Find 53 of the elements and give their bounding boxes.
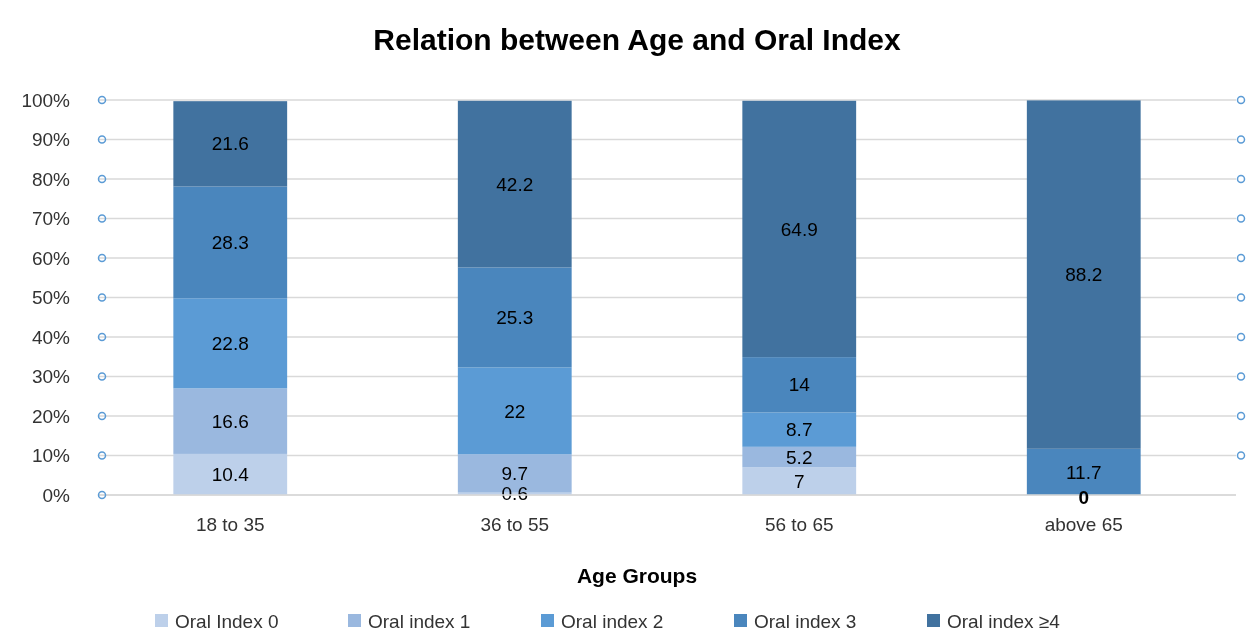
x-axis-title: Age Groups	[576, 564, 698, 587]
y-tick-label: 30%	[31, 366, 71, 388]
data-label: 42.2	[496, 173, 534, 195]
legend-label: Oral index 1	[368, 610, 471, 632]
data-label: 7	[793, 470, 805, 492]
legend-label: Oral index 2	[561, 610, 664, 632]
bar	[742, 357, 857, 413]
bar	[1026, 100, 1141, 449]
data-label: 21.6	[211, 133, 249, 155]
data-label: 28.3	[211, 232, 249, 254]
data-label: 64.9	[780, 218, 818, 240]
bar	[742, 100, 857, 358]
data-label: 8.7	[786, 419, 813, 441]
x-tick-label: 56 to 65	[764, 514, 834, 535]
y-tick-label: 50%	[31, 287, 71, 309]
bar	[742, 467, 857, 495]
legend-label: Oral index ≥4	[947, 610, 1061, 632]
data-label: 22	[504, 400, 526, 422]
data-label: 25.3	[496, 307, 534, 329]
bar	[173, 453, 288, 495]
data-label: 9.7	[501, 463, 528, 485]
bar	[457, 367, 572, 455]
y-tick-label: 90%	[31, 129, 71, 151]
y-tick-label: 70%	[31, 208, 71, 230]
data-label: 16.6	[211, 410, 249, 432]
x-tick-label: above 65	[1044, 514, 1123, 535]
data-label: 22.8	[211, 332, 249, 354]
bar	[742, 446, 857, 468]
data-label: 5.2	[786, 446, 813, 468]
x-tick-label: 18 to 35	[195, 514, 265, 535]
bar	[457, 100, 572, 268]
bar	[742, 412, 857, 447]
y-tick-label: 0%	[42, 484, 71, 506]
data-label: 14	[788, 374, 811, 396]
bar	[173, 101, 288, 187]
y-tick-label: 80%	[31, 168, 71, 190]
y-tick-label: 10%	[31, 445, 71, 467]
data-label: 11.7	[1065, 461, 1102, 483]
data-label: 88.2	[1065, 264, 1103, 286]
chart-title: Relation between Age and Oral Index	[373, 23, 901, 56]
y-tick-label: 40%	[31, 326, 71, 348]
bar	[173, 298, 288, 389]
y-tick-label: 100%	[21, 89, 71, 111]
y-tick-label: 60%	[31, 247, 71, 269]
y-tick-label: 20%	[31, 405, 71, 427]
bar	[173, 388, 288, 454]
legend-label: Oral index 3	[754, 610, 857, 632]
legend-label: Oral Index 0	[175, 610, 279, 632]
x-tick-label: 36 to 55	[480, 514, 550, 535]
bar	[173, 186, 288, 299]
data-label: 10.4	[211, 464, 250, 486]
bar	[457, 267, 572, 368]
data-label: 0.6	[501, 483, 528, 505]
